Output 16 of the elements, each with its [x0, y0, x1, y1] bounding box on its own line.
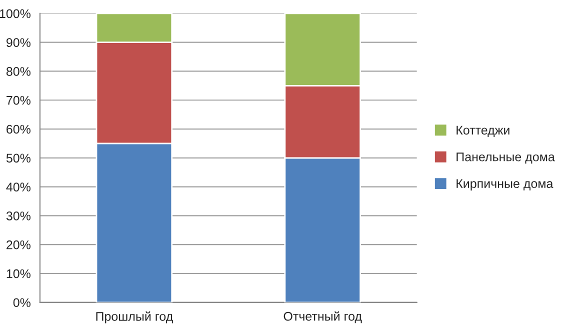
y-tick-label: 50%: [6, 154, 30, 163]
x-tick-label: Отчетный год: [284, 311, 362, 324]
y-tick-label: 100%: [0, 9, 30, 18]
x-tick-label: Прошлый год: [96, 311, 173, 324]
y-tick-label: 90%: [6, 38, 30, 47]
y-tick-label: 70%: [6, 96, 30, 105]
y-tick-label: 0%: [13, 298, 30, 308]
y-tick-label: 80%: [6, 67, 30, 76]
y-tick-label: 20%: [6, 240, 30, 250]
y-tick-label: 40%: [6, 182, 30, 192]
y-tick-label: 10%: [6, 269, 30, 278]
legend-label: Коттеджи: [456, 126, 510, 137]
legend-label: Панельные дома: [456, 152, 555, 164]
y-tick-label: 30%: [6, 212, 30, 220]
legend-label: Кирпичные дома: [456, 179, 554, 190]
y-tick-label: 60%: [6, 124, 30, 134]
